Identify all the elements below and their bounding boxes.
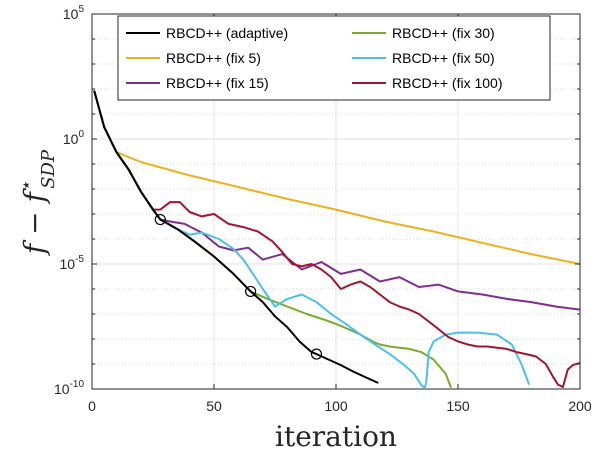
adaptive-switch-marker: [310, 348, 323, 360]
legend-label-0: RBCD++ (adaptive): [166, 25, 288, 41]
x-tick-label: 100: [324, 398, 348, 414]
y-axis-title: f − f⋆SDP: [16, 149, 59, 256]
legend-label-4: RBCD++ (fix 50): [392, 50, 495, 66]
legend-label-2: RBCD++ (fix 15): [166, 75, 269, 91]
series-line-5: [93, 90, 580, 388]
svg-text:f − f⋆SDP: f − f⋆SDP: [16, 149, 59, 256]
legend-label-5: RBCD++ (fix 100): [392, 75, 502, 91]
y-tick-label: 100: [63, 129, 85, 147]
x-tick-label: 150: [446, 398, 470, 414]
adaptive-switch-marker: [245, 285, 257, 298]
legend-label-3: RBCD++ (fix 30): [392, 25, 495, 41]
y-tick-label: 10-10: [54, 379, 84, 397]
x-tick-label: 200: [568, 398, 592, 414]
marker-layer: [154, 213, 323, 360]
y-tick-label: 105: [63, 4, 85, 22]
x-tick-label: 50: [206, 398, 222, 414]
x-tick-label: 0: [88, 398, 96, 414]
x-axis-title: iteration: [275, 420, 397, 453]
adaptive-switch-marker: [154, 213, 166, 226]
legend-box: [117, 15, 551, 101]
y-tick-label: 10-5: [60, 254, 85, 272]
legend: RBCD++ (adaptive) RBCD++ (fix 5) RBCD++ (f…: [117, 15, 551, 101]
legend-label-1: RBCD++ (fix 5): [166, 50, 261, 66]
series-line-0: [93, 90, 379, 384]
series-layer: [93, 90, 580, 388]
axis-ticks: 0 50 100 150 200 10-10 10-5 100 105: [54, 4, 592, 414]
